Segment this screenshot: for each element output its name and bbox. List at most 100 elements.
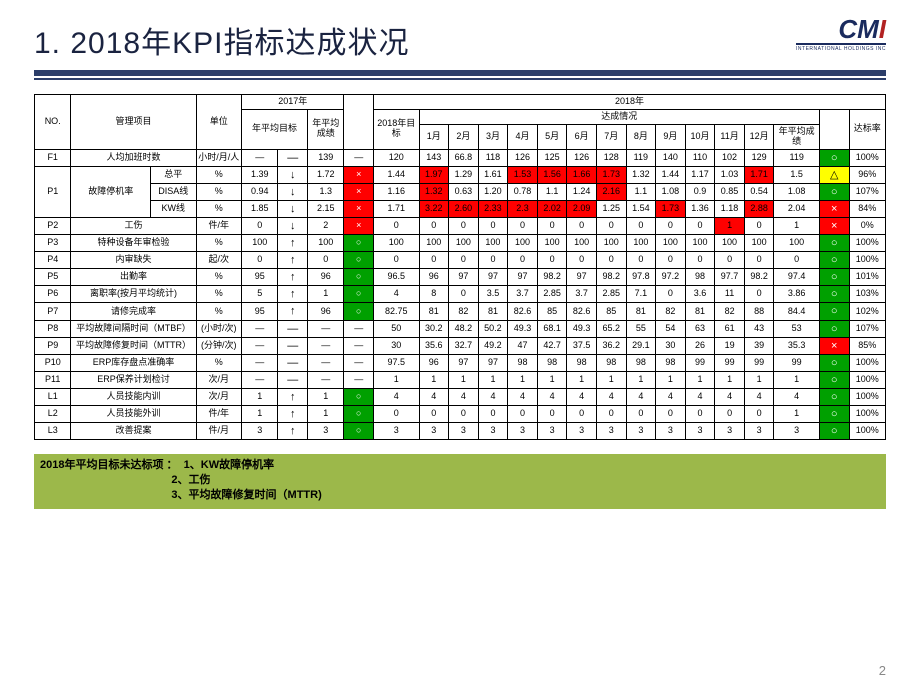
cell-month: 19 (715, 337, 745, 354)
cell-month: 49.3 (508, 320, 538, 337)
cell-month: 3 (419, 423, 449, 440)
cell-t18: 97.5 (374, 354, 420, 371)
cell-month: 65.2 (596, 320, 626, 337)
col-rate: 达标率 (849, 109, 885, 149)
cell-month: 100 (508, 235, 538, 252)
col-month: 2月 (449, 124, 479, 149)
cell-month: 0 (567, 252, 597, 269)
cell-unit: 件/月 (196, 423, 242, 440)
chk-2017: × (344, 200, 374, 217)
cell-month: 0 (685, 217, 715, 234)
cell-rate: 103% (849, 286, 885, 303)
cell-month: 99 (685, 354, 715, 371)
cell-month: 36.2 (596, 337, 626, 354)
cell-no: P3 (35, 235, 71, 252)
cell-no: L3 (35, 423, 71, 440)
cell-unit: % (196, 286, 242, 303)
cell-month: 1.08 (656, 183, 686, 200)
cell-unit: (小时/次) (196, 320, 242, 337)
cell-avg: 0 (774, 252, 820, 269)
cell-item: 故障停机率 (71, 166, 151, 217)
cell-month: 97 (478, 269, 508, 286)
col-target18: 2018年目标 (374, 109, 420, 149)
col-month: 12月 (744, 124, 774, 149)
cell-month: 0 (449, 286, 479, 303)
cell-r17: 1 (308, 405, 344, 422)
status-mark: ○ (819, 423, 849, 440)
cell-t18: 1.16 (374, 183, 420, 200)
cell-month: 100 (715, 235, 745, 252)
cell-t18: 0 (374, 217, 420, 234)
cell-unit: % (196, 303, 242, 320)
cell-month: 98.2 (744, 269, 774, 286)
cell-rate: 102% (849, 303, 885, 320)
status-mark: ○ (819, 183, 849, 200)
cell-month: 2.3 (508, 200, 538, 217)
cell-month: 26 (685, 337, 715, 354)
cell-month: 0 (656, 252, 686, 269)
cell-unit: % (196, 354, 242, 371)
cell-t18: 3 (374, 423, 420, 440)
cell-month: 1 (567, 371, 597, 388)
cell-month: 81 (685, 303, 715, 320)
col-month: 11月 (715, 124, 745, 149)
chk-2017: ○ (344, 423, 374, 440)
cell-avg: 2.04 (774, 200, 820, 217)
cell-month: 43 (744, 320, 774, 337)
cell-rate: 100% (849, 235, 885, 252)
cell-month: 29.1 (626, 337, 656, 354)
cell-month: 119 (626, 149, 656, 166)
cell-month: 50.2 (478, 320, 508, 337)
cell-month: 0 (419, 252, 449, 269)
cell-month: 99 (715, 354, 745, 371)
cell-month: 1 (478, 371, 508, 388)
cell-month: 98 (596, 354, 626, 371)
cell-r17: 3 (308, 423, 344, 440)
cell-month: 2.33 (478, 200, 508, 217)
cell-month: 0 (478, 252, 508, 269)
cell-t18: 1 (374, 371, 420, 388)
cell-month: 32.7 (449, 337, 479, 354)
cell-month: 1 (419, 371, 449, 388)
cell-month: 1 (744, 371, 774, 388)
cell-month: 98.2 (537, 269, 567, 286)
col-unit: 单位 (196, 95, 242, 150)
cell-month: 0.78 (508, 183, 538, 200)
cell-month: 100 (449, 235, 479, 252)
cell-dir: — (278, 337, 308, 354)
cell-month: 4 (508, 388, 538, 405)
cell-month: 2.09 (567, 200, 597, 217)
cell-month: 4 (537, 388, 567, 405)
cell-dir: — (278, 149, 308, 166)
cell-dir: ↑ (278, 286, 308, 303)
logo: CMI INTERNATIONAL HOLDINGS INC (796, 18, 886, 52)
cell-month: 3 (449, 423, 479, 440)
cell-sub: DISA线 (151, 183, 197, 200)
cell-rate: 96% (849, 166, 885, 183)
cell-month: 30 (656, 337, 686, 354)
cell-month: 4 (744, 388, 774, 405)
cell-r17: — (308, 320, 344, 337)
cell-month: 1 (656, 371, 686, 388)
cell-t17: 0.94 (242, 183, 278, 200)
cell-dir: ↑ (278, 269, 308, 286)
cell-month: 0 (685, 252, 715, 269)
cell-unit: % (196, 166, 242, 183)
status-mark: ○ (819, 149, 849, 166)
cell-month: 1.56 (537, 166, 567, 183)
cell-month: 100 (656, 235, 686, 252)
cell-no: P10 (35, 354, 71, 371)
cell-month: 4 (626, 388, 656, 405)
cell-month: 39 (744, 337, 774, 354)
cell-month: 0 (626, 405, 656, 422)
cell-avg: 4 (774, 388, 820, 405)
cell-month: 143 (419, 149, 449, 166)
cell-unit: % (196, 269, 242, 286)
cell-month: 0 (449, 405, 479, 422)
col-status: 达成情况 (419, 109, 819, 124)
cell-month: 1.1 (537, 183, 567, 200)
table-row: P10ERP库存盘点准确率%————97.5969797989898989898… (35, 354, 886, 371)
table-row: L1人员技能内训次/月1↑1○44444444444444○100% (35, 388, 886, 405)
header: 1. 2018年KPI指标达成状况 CMI INTERNATIONAL HOLD… (34, 18, 886, 62)
cell-unit: 件/年 (196, 217, 242, 234)
